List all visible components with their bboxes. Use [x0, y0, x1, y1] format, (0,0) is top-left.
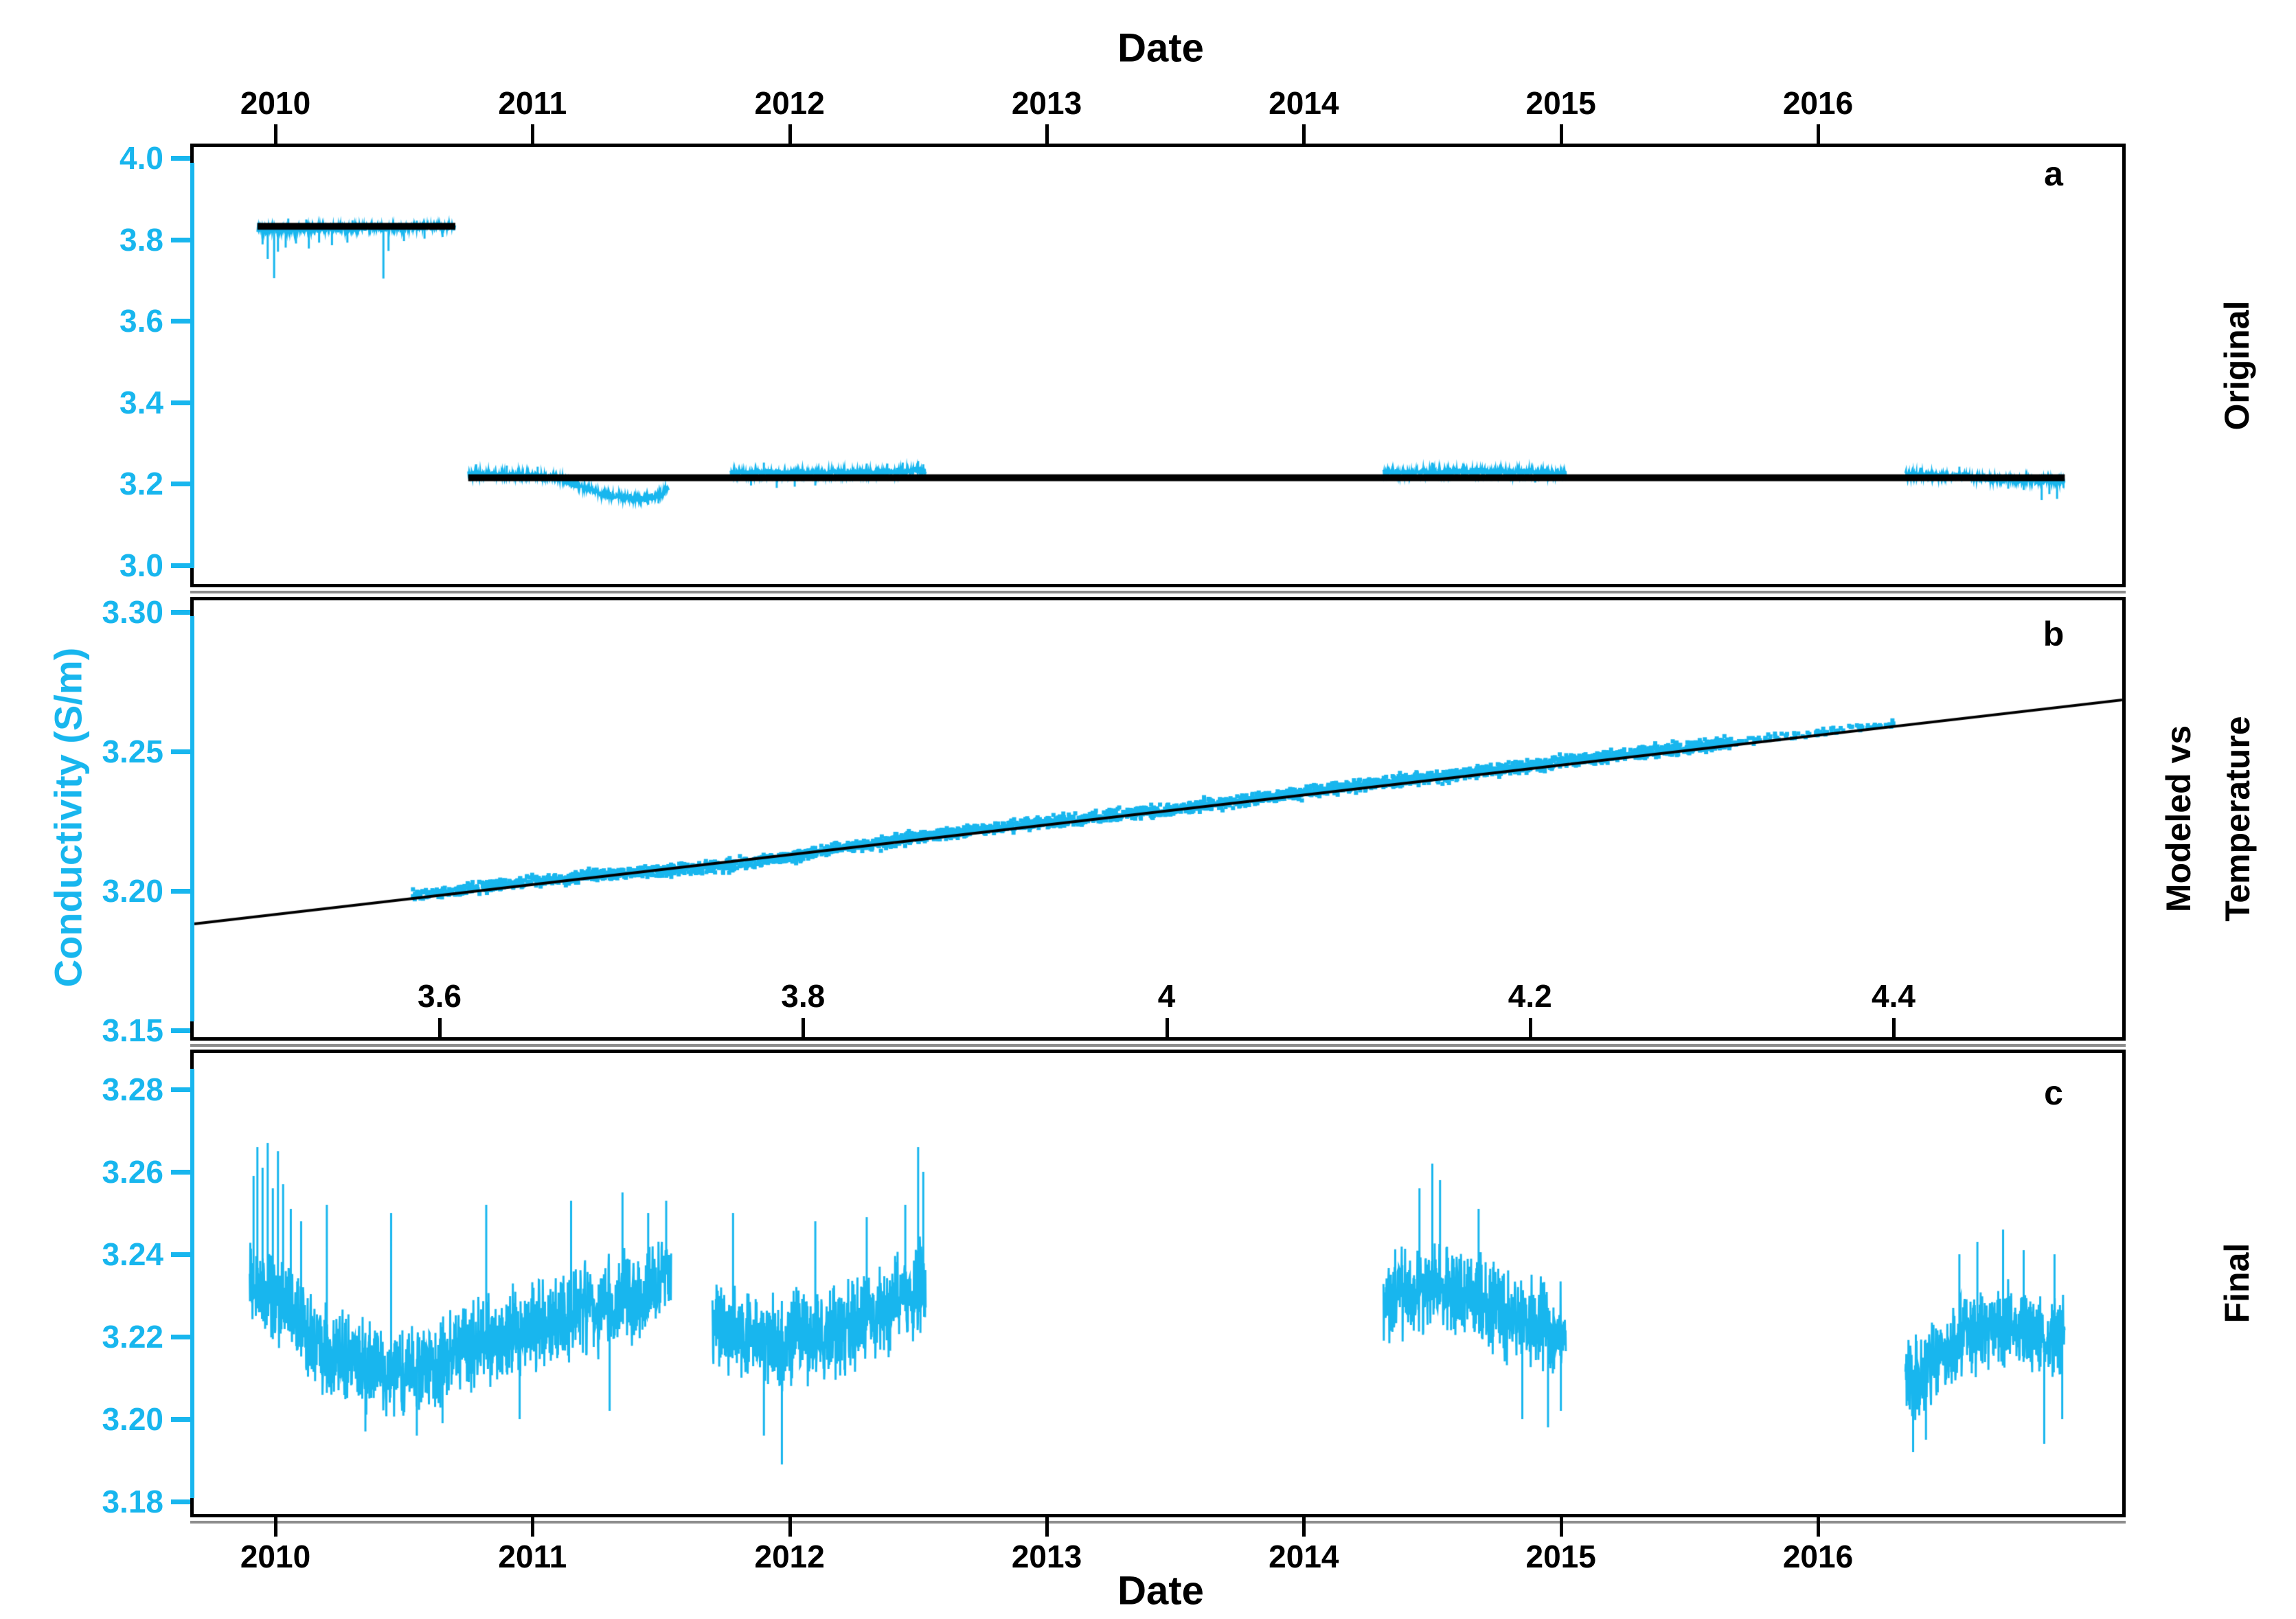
panel-c-shadow-line [190, 1521, 2126, 1524]
x-axis-tick-label-bottom: 2010 [240, 1539, 311, 1574]
x-axis-tick-label-bottom: 2013 [1011, 1539, 1082, 1574]
y-axis-tick-b [171, 610, 190, 615]
x-axis-tick-label-bottom: 2014 [1269, 1539, 1339, 1574]
x-axis-tick-temperature [1528, 1018, 1532, 1037]
y-axis-tick-b [171, 1028, 190, 1033]
x-axis-tick-label-temperature: 3.6 [418, 978, 462, 1014]
x-axis-title-bottom: Date [1117, 1568, 1204, 1614]
panel-b-side-label-line1: Modeled vs [2159, 725, 2198, 913]
y-axis-tick-c [171, 1252, 190, 1257]
y-axis-tick-a [171, 563, 190, 568]
y-axis-tick-label-a: 4.0 [120, 140, 163, 176]
x-axis-tick-temperature [438, 1018, 442, 1037]
y-axis-tick-b [171, 749, 190, 754]
y-axis-tick-a [171, 156, 190, 161]
panel-c-y-spine [190, 1069, 194, 1498]
panel-a-letter: a [2044, 155, 2063, 193]
x-axis-tick-label-top: 2010 [240, 85, 311, 121]
x-axis-tick-temperature [1165, 1018, 1169, 1037]
x-axis-tick-label-temperature: 4 [1157, 978, 1176, 1014]
y-axis-tick-label-a: 3.8 [120, 221, 163, 258]
x-axis-title-top: Date [1117, 25, 1204, 71]
y-axis-tick-c [171, 1335, 190, 1339]
y-axis-tick-label-b: 3.20 [102, 873, 163, 909]
x-axis-tick-bottom [1817, 1517, 1820, 1537]
x-axis-tick-bottom [1559, 1517, 1563, 1537]
x-axis-tick-temperature [1892, 1018, 1896, 1037]
y-axis-tick-c [171, 1417, 190, 1422]
y-axis-tick-label-b: 3.25 [102, 734, 163, 769]
x-axis-tick-bottom [531, 1517, 535, 1537]
x-axis-tick-label-bottom: 2012 [754, 1539, 825, 1574]
panel-b-letter: b [2043, 615, 2065, 653]
y-axis-tick-label-c: 3.18 [102, 1484, 163, 1519]
y-axis-tick-c [171, 1087, 190, 1092]
y-axis-tick-label-a: 3.0 [120, 547, 163, 583]
y-axis-tick-a [171, 400, 190, 405]
x-axis-tick-label-temperature: 4.2 [1508, 978, 1552, 1014]
x-axis-tick-top [1302, 124, 1306, 144]
x-axis-tick-label-temperature: 3.8 [781, 978, 826, 1014]
y-axis-tick-c [171, 1499, 190, 1504]
panel-a-y-spine [190, 163, 194, 568]
x-axis-tick-bottom [1045, 1517, 1049, 1537]
x-axis-tick-label-top: 2011 [498, 85, 567, 121]
x-axis-tick-top [531, 124, 535, 144]
panel-b-y-spine [190, 616, 194, 1021]
x-axis-tick-label-bottom: 2016 [1782, 1539, 1854, 1574]
y-axis-tick-label-a: 3.4 [120, 384, 163, 420]
x-axis-tick-label-top: 2015 [1525, 85, 1596, 121]
y-axis-title: Conductivity (S/m) [46, 647, 90, 988]
x-axis-tick-label-top: 2013 [1011, 85, 1082, 121]
panel-b-side-label-line2: Temperature [2218, 716, 2257, 922]
x-axis-tick-label-top: 2012 [754, 85, 825, 121]
x-axis-tick-bottom [274, 1517, 277, 1537]
x-axis-tick-temperature [802, 1018, 806, 1037]
y-axis-tick-a [171, 319, 190, 324]
y-axis-tick-b [171, 889, 190, 894]
y-axis-tick-label-c: 3.20 [102, 1401, 163, 1437]
x-axis-tick-top [274, 124, 277, 144]
y-axis-tick-label-b: 3.30 [102, 594, 163, 630]
x-axis-tick-label-top: 2016 [1782, 85, 1854, 121]
panel-c-border [190, 1050, 2126, 1517]
panel-b-border [190, 597, 2126, 1041]
x-axis-tick-top [1559, 124, 1563, 144]
y-axis-tick-label-c: 3.28 [102, 1072, 163, 1107]
x-axis-tick-label-bottom: 2015 [1525, 1539, 1596, 1574]
panel-c-side-label: Final [2218, 1243, 2256, 1324]
y-axis-tick-a [171, 237, 190, 242]
panel-a-shadow-line [190, 591, 2126, 593]
x-axis-tick-bottom [788, 1517, 792, 1537]
x-axis-tick-bottom [1302, 1517, 1306, 1537]
panel-c-letter: c [2044, 1074, 2063, 1112]
y-axis-tick-label-c: 3.22 [102, 1319, 163, 1355]
y-axis-tick-label-a: 3.2 [120, 466, 163, 502]
x-axis-tick-top [1817, 124, 1820, 144]
x-axis-tick-label-temperature: 4.4 [1872, 978, 1916, 1014]
x-axis-tick-label-top: 2014 [1269, 85, 1339, 121]
y-axis-tick-c [171, 1170, 190, 1175]
x-axis-tick-label-bottom: 2011 [498, 1539, 567, 1574]
panel-a-border [190, 144, 2126, 587]
panel-a-side-label: Original [2218, 300, 2256, 431]
y-axis-tick-a [171, 482, 190, 487]
x-axis-tick-top [1045, 124, 1049, 144]
y-axis-tick-label-c: 3.26 [102, 1154, 163, 1190]
y-axis-tick-label-b: 3.15 [102, 1012, 163, 1048]
panel-b-shadow-line [190, 1044, 2126, 1047]
y-axis-tick-label-c: 3.24 [102, 1236, 163, 1272]
x-axis-tick-top [788, 124, 792, 144]
y-axis-tick-label-a: 3.6 [120, 303, 163, 339]
